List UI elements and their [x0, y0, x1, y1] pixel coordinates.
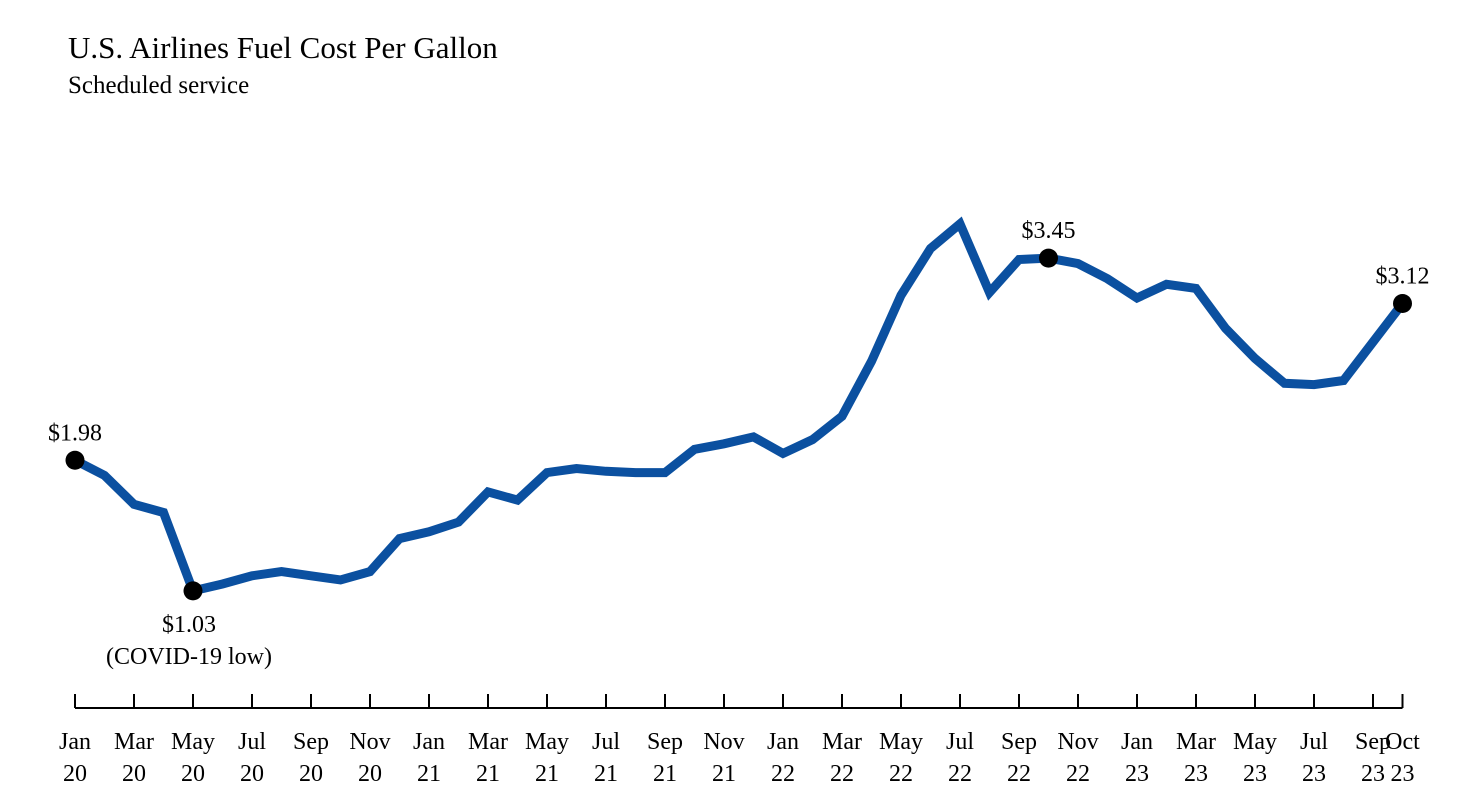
marker-layer: $1.98 $1.03 (COVID-19 low) $3.45 $3.12	[48, 218, 1430, 670]
x-tick-label-month: Nov	[1057, 729, 1098, 755]
chart-subtitle: Scheduled service	[68, 72, 250, 99]
x-tick-label-year: 20	[63, 761, 87, 787]
x-tick-label-month: May	[171, 729, 215, 755]
x-tick-label-month: Mar	[114, 729, 154, 755]
x-tick-label-month: Sep	[1001, 729, 1037, 755]
x-tick-label-year: 22	[948, 761, 972, 787]
x-tick-label-year: 22	[1007, 761, 1031, 787]
x-tick-label-year: 23	[1184, 761, 1208, 787]
x-tick-label-month: Jan	[413, 729, 445, 755]
x-tick-label-month: Jan	[1121, 729, 1153, 755]
x-tick-label-year: 23	[1391, 761, 1415, 787]
x-tick-label-year: 20	[181, 761, 205, 787]
data-point-marker	[1393, 294, 1412, 313]
x-tick-label-year: 21	[417, 761, 441, 787]
x-axis: Jan 20 Mar 20 May 20 Jul 20 Sep 20 Nov 20 Jan 21 Mar 21…	[59, 694, 1420, 787]
x-tick-label-year: 20	[240, 761, 264, 787]
x-tick-label-month: Mar	[822, 729, 862, 755]
x-tick-label-year: 20	[358, 761, 382, 787]
data-point-marker	[1039, 248, 1058, 268]
x-tick-label-month: Sep	[293, 729, 329, 755]
x-tick-label-month: May	[1233, 729, 1277, 755]
x-tick-label-month: Jul	[1300, 729, 1328, 755]
value-label: $3.45	[1022, 218, 1076, 244]
annotation-note: (COVID-19 low)	[106, 644, 272, 670]
x-tick-label-year: 22	[889, 761, 913, 787]
x-tick-label-month: Mar	[1176, 729, 1216, 755]
x-tick-label-month: Mar	[468, 729, 508, 755]
data-point-marker	[183, 581, 203, 601]
x-tick-label-year: 22	[1066, 761, 1090, 787]
x-tick-label-year: 23	[1361, 761, 1385, 787]
x-tick-label-month: Jul	[592, 729, 620, 755]
x-tick-label-year: 20	[299, 761, 323, 787]
x-tick-label-year: 22	[771, 761, 795, 787]
x-tick-label-year: 23	[1302, 761, 1326, 787]
x-tick-label-month: Nov	[703, 729, 744, 755]
series-layer	[72, 216, 1407, 597]
x-tick-label-month: Jan	[767, 729, 799, 755]
x-tick-label-month: Nov	[349, 729, 390, 755]
x-tick-label-month: Jul	[946, 729, 974, 755]
chart-title: U.S. Airlines Fuel Cost Per Gallon	[68, 30, 498, 65]
x-tick-label-year: 21	[653, 761, 677, 787]
fuel-cost-series-line	[72, 216, 1407, 597]
value-label: $3.12	[1376, 264, 1430, 290]
x-tick-label-month: Jul	[238, 729, 266, 755]
value-label: $1.98	[48, 420, 102, 446]
x-tick-label-month: May	[525, 729, 569, 755]
x-tick-label-month: May	[879, 729, 923, 755]
x-tick-label-year: 23	[1125, 761, 1149, 787]
x-tick-label-year: 21	[476, 761, 500, 787]
x-tick-label-year: 23	[1243, 761, 1267, 787]
x-tick-label-month: Sep	[647, 729, 683, 755]
value-label: $1.03	[162, 612, 216, 638]
data-point-marker	[65, 450, 85, 470]
x-tick-label-month: Jan	[59, 729, 91, 755]
x-tick-label-month: Oct	[1385, 729, 1420, 755]
x-tick-label-month: Sep	[1355, 729, 1391, 755]
x-tick-label-year: 21	[535, 761, 559, 787]
x-tick-label-year: 21	[712, 761, 736, 787]
x-tick-label-year: 20	[122, 761, 146, 787]
x-tick-label-year: 21	[594, 761, 618, 787]
x-tick-label-year: 22	[830, 761, 854, 787]
